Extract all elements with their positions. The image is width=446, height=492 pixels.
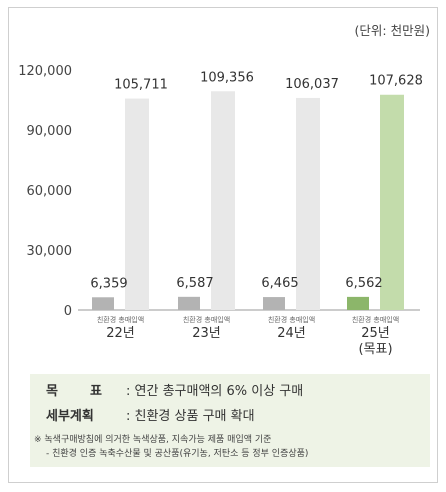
plan-row: 세부계획 : 친환경 상품 구매 확대 — [46, 405, 255, 424]
bar-eco — [92, 297, 114, 310]
goal-box — [30, 374, 430, 467]
goal-label-1: 목 — [46, 384, 58, 399]
value-label-total: 106,037 — [285, 77, 339, 92]
x-category-label: (목표) — [358, 342, 392, 357]
y-tick-label: 30,000 — [27, 244, 73, 259]
bar-eco — [178, 296, 200, 310]
plan-label: 세부계획 — [46, 409, 94, 424]
x-category-label: 24년 — [277, 326, 306, 341]
value-label-eco: 6,587 — [176, 276, 213, 291]
value-label-eco: 6,465 — [261, 276, 298, 291]
y-tick-label: 60,000 — [27, 184, 73, 199]
y-tick-label: 0 — [64, 304, 72, 319]
plan-text: : 친환경 상품 구매 확대 — [126, 409, 255, 424]
bar-caption: 친환경 총매입액 — [352, 315, 399, 324]
value-label-total: 107,628 — [369, 74, 423, 89]
goal-row: 목 표 : 연간 총구매액의 6% 이상 구매 — [46, 380, 303, 399]
bar-caption: 친환경 총매입액 — [183, 315, 230, 324]
y-tick-label: 90,000 — [27, 124, 73, 139]
value-label-total: 109,356 — [200, 70, 254, 85]
goal-label-2: 표 — [90, 384, 102, 399]
x-category-label: 22년 — [106, 326, 135, 341]
note-line-2: - 친환경 인증 녹축수산물 및 공산품(유기농, 저탄소 등 정부 인증상품) — [46, 449, 309, 459]
y-tick-label: 120,000 — [18, 64, 72, 79]
bar-eco — [263, 297, 285, 310]
bar-eco — [347, 296, 369, 310]
bar-total — [211, 91, 235, 311]
unit-label: (단위: 천만원) — [354, 23, 430, 38]
bar-caption: 친환경 총매입액 — [268, 315, 315, 324]
value-label-eco: 6,359 — [90, 276, 127, 291]
bar-caption: 친환경 총매입액 — [97, 315, 144, 324]
value-label-total: 105,711 — [114, 78, 168, 93]
goal-text: : 연간 총구매액의 6% 이상 구매 — [126, 384, 304, 399]
note-line-1: ※ 녹색구매방침에 의거한 녹색상품, 지속가능 제품 매입액 기준 — [34, 435, 272, 445]
x-category-label: 23년 — [192, 326, 221, 341]
value-label-eco: 6,562 — [345, 276, 382, 291]
bar-total — [125, 98, 149, 310]
bar-chart: 0 30,000 60,000 90,000 120,000 6,359 105,711 친환… — [18, 64, 423, 357]
bar-total — [380, 94, 404, 310]
x-category-label: 25년 — [361, 326, 390, 341]
bar-total — [296, 97, 320, 311]
